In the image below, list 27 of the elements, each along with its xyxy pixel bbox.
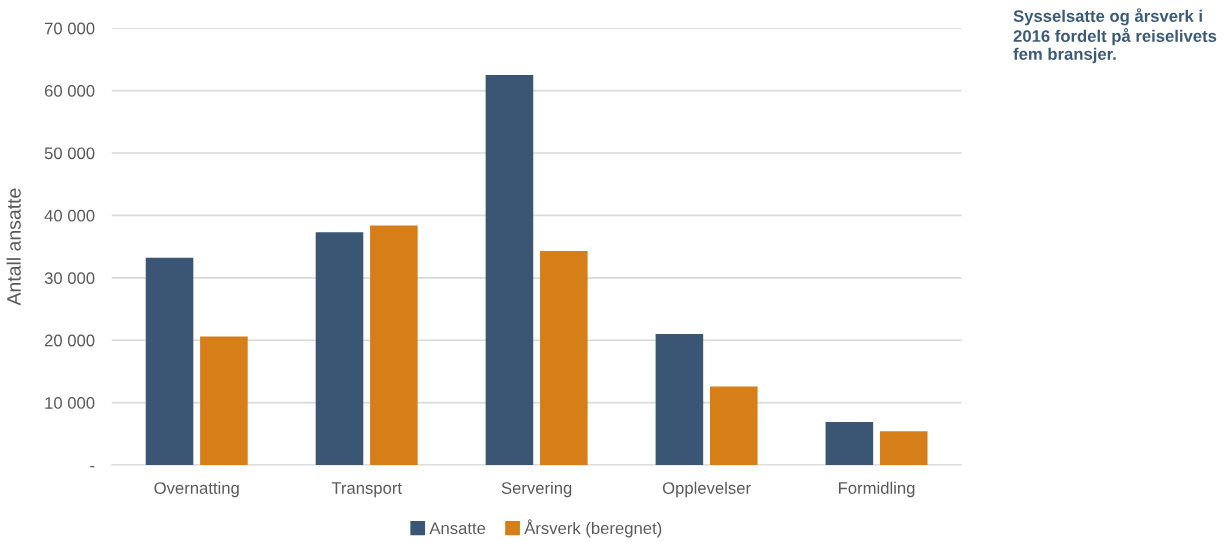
x-tick-label: Overnatting: [154, 481, 239, 498]
bar: [370, 225, 418, 466]
y-tick-label: 70 000: [44, 22, 95, 35]
x-tick-label: Transport: [331, 482, 402, 498]
x-tick-label: Servering: [501, 481, 572, 498]
y-tick-label: 20 000: [44, 334, 95, 347]
y-tick-label: 10 000: [45, 397, 95, 409]
y-axis-title: Antall ansatte: [6, 188, 21, 306]
bar: [879, 431, 928, 466]
legend-label: Ansatte: [429, 522, 486, 535]
bar: [825, 421, 874, 466]
bar: [709, 386, 758, 466]
y-tick-label: 50 000: [44, 147, 95, 160]
bar: [655, 333, 704, 466]
bar: [540, 250, 588, 466]
y-tick-label: 30 000: [44, 272, 95, 285]
y-tick-label: 60 000: [44, 84, 95, 97]
y-tick-label: 40 000: [44, 209, 95, 222]
bar: [315, 232, 364, 466]
bar: [145, 257, 194, 466]
bar: [485, 74, 534, 466]
bar: [200, 336, 248, 466]
y-tick-label: -: [90, 466, 95, 468]
legend-label: Årsverk (beregnet): [524, 519, 662, 538]
x-tick-label: Formidling: [839, 481, 915, 498]
text: Sysselsatte og årsverk i 2016 fordelt på reiselivets fem bransjer.: [1013, 8, 1217, 64]
x-tick-label: Opplevelser: [662, 481, 751, 498]
